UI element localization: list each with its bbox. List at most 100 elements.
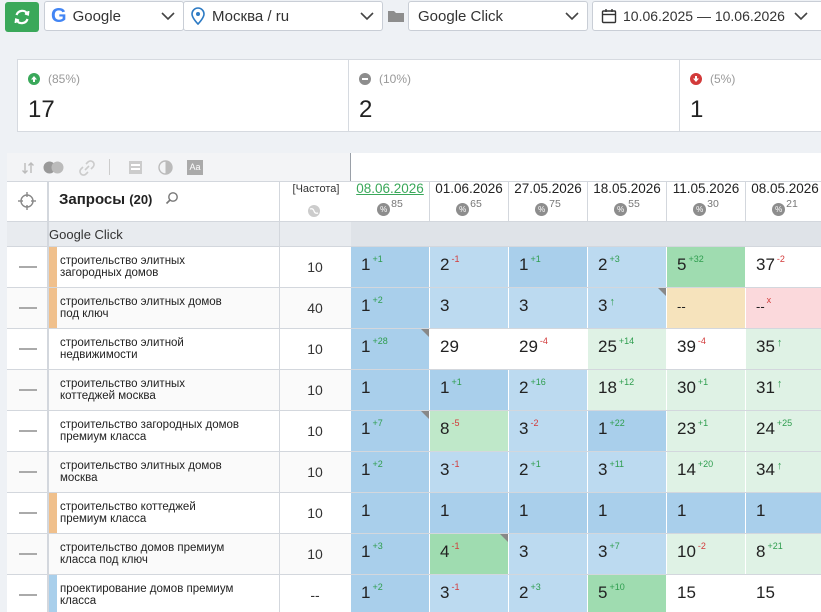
position-cell[interactable]: 1 +28 bbox=[351, 329, 429, 369]
target-icon[interactable] bbox=[17, 191, 37, 211]
date-column-header[interactable]: 01.06.2026 bbox=[435, 181, 503, 196]
date-column-header[interactable]: 08.05.2026 bbox=[751, 181, 819, 196]
sort-icon[interactable] bbox=[21, 161, 35, 175]
position-cell[interactable]: 2 +16 bbox=[509, 370, 587, 410]
query-text[interactable]: строительство элитных загородных домов bbox=[60, 255, 185, 279]
position-cell[interactable]: 1 +7 bbox=[351, 411, 429, 451]
position-cell[interactable]: 35 ↑ bbox=[746, 329, 821, 369]
table-row[interactable] bbox=[7, 411, 351, 452]
position-cell[interactable]: 1 +2 bbox=[351, 452, 429, 492]
position-cell[interactable]: 3 ↑ bbox=[588, 288, 666, 328]
row-collapse-icon[interactable] bbox=[19, 348, 37, 350]
font-size-icon[interactable]: Aa bbox=[187, 160, 203, 175]
date-column-header[interactable]: 27.05.2026 bbox=[514, 181, 582, 196]
position-cell[interactable]: 29 -4 bbox=[509, 329, 587, 369]
position-cell[interactable]: -- bbox=[667, 288, 745, 328]
position-cell[interactable]: 1 bbox=[430, 493, 508, 533]
contrast-icon[interactable] bbox=[158, 160, 173, 175]
position-cell[interactable]: 1 bbox=[351, 370, 429, 410]
table-row[interactable] bbox=[7, 288, 351, 329]
position-cell[interactable]: 8 -5 bbox=[430, 411, 508, 451]
query-text[interactable]: строительство элитных домов москва bbox=[60, 460, 222, 484]
position-cell[interactable]: 3 +11 bbox=[588, 452, 666, 492]
position-cell[interactable]: 18 +12 bbox=[588, 370, 666, 410]
position-cell[interactable]: 1 bbox=[746, 493, 821, 533]
position-cell[interactable]: 39 -4 bbox=[667, 329, 745, 369]
position-cell[interactable]: 3 +7 bbox=[588, 534, 666, 574]
position-cell[interactable]: 29 bbox=[430, 329, 508, 369]
position-cell[interactable]: 30 +1 bbox=[667, 370, 745, 410]
row-collapse-icon[interactable] bbox=[19, 266, 37, 268]
position-cell[interactable]: 5 +10 bbox=[588, 575, 666, 612]
query-text[interactable]: строительство коттеджей премиум класса bbox=[60, 501, 196, 525]
frequency-header[interactable]: [Частота] bbox=[292, 183, 340, 195]
table-view-icon[interactable] bbox=[128, 160, 143, 175]
position-cell[interactable]: 1 +22 bbox=[588, 411, 666, 451]
row-collapse-icon[interactable] bbox=[19, 389, 37, 391]
table-row[interactable] bbox=[7, 493, 351, 534]
query-text[interactable]: строительство элитных домов под ключ bbox=[60, 296, 222, 320]
row-collapse-icon[interactable] bbox=[19, 512, 37, 514]
table-row[interactable] bbox=[7, 247, 351, 288]
search-engine-select[interactable]: G Google bbox=[44, 1, 184, 31]
position-cell[interactable]: 1 bbox=[667, 493, 745, 533]
position-cell[interactable]: 15 bbox=[746, 575, 821, 612]
position-cell[interactable]: 1 +2 bbox=[351, 288, 429, 328]
position-cell[interactable]: 3 bbox=[509, 534, 587, 574]
query-text[interactable]: строительство элитной недвижимости bbox=[60, 337, 184, 361]
row-collapse-icon[interactable] bbox=[19, 553, 37, 555]
row-collapse-icon[interactable] bbox=[19, 307, 37, 309]
region-select[interactable]: Москва / ru bbox=[183, 1, 383, 31]
position-cell[interactable]: 5 +32 bbox=[667, 247, 745, 287]
position-cell[interactable]: 1 bbox=[509, 493, 587, 533]
position-cell[interactable]: 24 +25 bbox=[746, 411, 821, 451]
table-row[interactable] bbox=[7, 575, 351, 612]
position-cell[interactable]: 1 bbox=[351, 493, 429, 533]
position-cell[interactable]: 15 bbox=[667, 575, 745, 612]
date-column-header[interactable]: 11.05.2026 bbox=[672, 181, 740, 196]
row-collapse-icon[interactable] bbox=[19, 594, 37, 596]
queries-header[interactable]: Запросы (20) bbox=[59, 191, 152, 208]
row-collapse-icon[interactable] bbox=[19, 430, 37, 432]
position-cell[interactable]: 10 -2 bbox=[667, 534, 745, 574]
toggle-icon[interactable] bbox=[43, 161, 65, 174]
position-cell[interactable]: 23 +1 bbox=[667, 411, 745, 451]
position-cell[interactable]: 1 +1 bbox=[509, 247, 587, 287]
position-cell[interactable]: 3 -1 bbox=[430, 575, 508, 612]
query-text[interactable]: строительство загородных домов премиум кл… bbox=[60, 419, 239, 443]
query-text[interactable]: строительство домов премиум класса под кл… bbox=[60, 542, 224, 566]
row-collapse-icon[interactable] bbox=[19, 471, 37, 473]
date-range-select[interactable]: 10.06.2025 — 10.06.2026 bbox=[592, 1, 821, 31]
table-row[interactable] bbox=[7, 329, 351, 370]
position-cell[interactable]: 1 +3 bbox=[351, 534, 429, 574]
table-row[interactable] bbox=[7, 370, 351, 411]
date-column-header[interactable]: 18.05.2026 bbox=[593, 181, 661, 196]
position-cell[interactable]: 1 +1 bbox=[430, 370, 508, 410]
position-cell[interactable]: 25 +14 bbox=[588, 329, 666, 369]
table-row[interactable] bbox=[7, 534, 351, 575]
position-cell[interactable]: 2 -1 bbox=[430, 247, 508, 287]
link-icon[interactable] bbox=[79, 160, 95, 176]
position-cell[interactable]: -- x bbox=[746, 288, 821, 328]
query-text[interactable]: проектирование домов премиум класса bbox=[60, 583, 233, 607]
position-cell[interactable]: 3 -1 bbox=[430, 452, 508, 492]
position-cell[interactable]: 1 +2 bbox=[351, 575, 429, 612]
position-cell[interactable]: 1 bbox=[588, 493, 666, 533]
refresh-button[interactable] bbox=[5, 2, 39, 32]
position-cell[interactable]: 2 +3 bbox=[509, 575, 587, 612]
project-select[interactable]: Google Click bbox=[408, 1, 588, 31]
position-cell[interactable]: 31 ↑ bbox=[746, 370, 821, 410]
position-cell[interactable]: 37 -2 bbox=[746, 247, 821, 287]
position-cell[interactable]: 2 +1 bbox=[509, 452, 587, 492]
position-cell[interactable]: 14 +20 bbox=[667, 452, 745, 492]
position-cell[interactable]: 3 bbox=[430, 288, 508, 328]
position-cell[interactable]: 4 -1 bbox=[430, 534, 508, 574]
date-column-header[interactable]: 08.06.2026 bbox=[356, 181, 424, 196]
search-icon[interactable] bbox=[165, 191, 179, 205]
query-text[interactable]: строительство элитных коттеджей москва bbox=[60, 378, 185, 402]
position-cell[interactable]: 8 +21 bbox=[746, 534, 821, 574]
position-cell[interactable]: 3 bbox=[509, 288, 587, 328]
table-row[interactable] bbox=[7, 452, 351, 493]
position-cell[interactable]: 34 ↑ bbox=[746, 452, 821, 492]
position-cell[interactable]: 3 -2 bbox=[509, 411, 587, 451]
